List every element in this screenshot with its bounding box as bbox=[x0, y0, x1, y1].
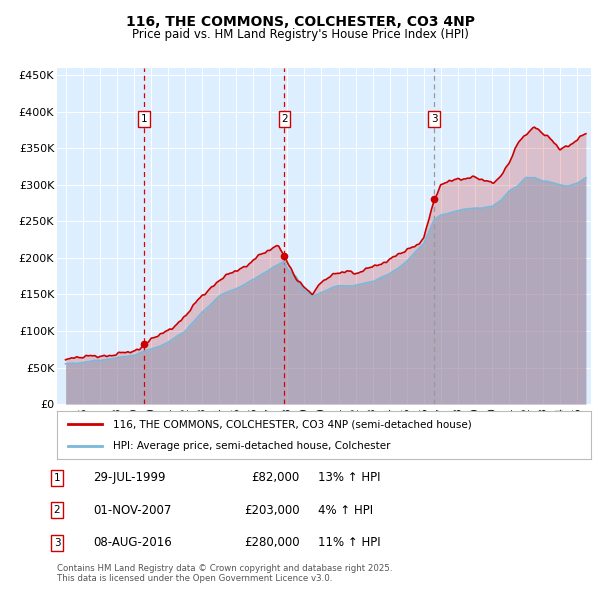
Text: 01-NOV-2007: 01-NOV-2007 bbox=[93, 504, 172, 517]
Text: 2: 2 bbox=[281, 114, 288, 124]
Text: 08-AUG-2016: 08-AUG-2016 bbox=[93, 536, 172, 549]
Text: HPI: Average price, semi-detached house, Colchester: HPI: Average price, semi-detached house,… bbox=[113, 441, 391, 451]
Text: 116, THE COMMONS, COLCHESTER, CO3 4NP: 116, THE COMMONS, COLCHESTER, CO3 4NP bbox=[125, 15, 475, 29]
Text: 2: 2 bbox=[53, 506, 61, 515]
Text: 116, THE COMMONS, COLCHESTER, CO3 4NP (semi-detached house): 116, THE COMMONS, COLCHESTER, CO3 4NP (s… bbox=[113, 419, 472, 429]
Text: £203,000: £203,000 bbox=[244, 504, 300, 517]
Text: 3: 3 bbox=[53, 538, 61, 548]
Text: 4% ↑ HPI: 4% ↑ HPI bbox=[318, 504, 373, 517]
Text: Contains HM Land Registry data © Crown copyright and database right 2025.
This d: Contains HM Land Registry data © Crown c… bbox=[57, 563, 392, 583]
Text: 13% ↑ HPI: 13% ↑ HPI bbox=[318, 471, 380, 484]
Text: 29-JUL-1999: 29-JUL-1999 bbox=[93, 471, 166, 484]
Text: 1: 1 bbox=[53, 473, 61, 483]
Text: 1: 1 bbox=[140, 114, 147, 124]
Text: £280,000: £280,000 bbox=[244, 536, 300, 549]
Text: 11% ↑ HPI: 11% ↑ HPI bbox=[318, 536, 380, 549]
Text: Price paid vs. HM Land Registry's House Price Index (HPI): Price paid vs. HM Land Registry's House … bbox=[131, 28, 469, 41]
Text: 3: 3 bbox=[431, 114, 437, 124]
Text: £82,000: £82,000 bbox=[252, 471, 300, 484]
